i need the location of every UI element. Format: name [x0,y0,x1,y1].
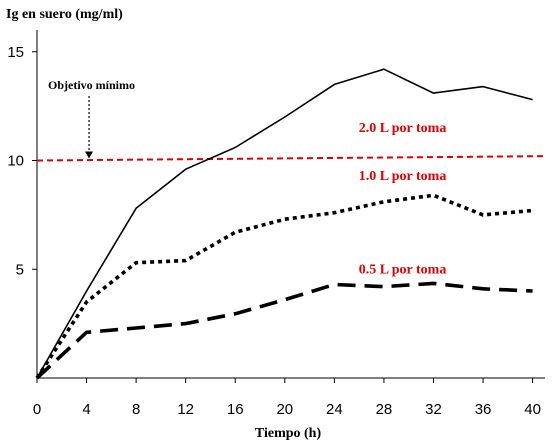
x-tick-label: 20 [276,401,293,418]
y-tick-label: 5 [16,261,24,278]
reference-line [36,155,546,162]
reference-line-group [36,96,546,162]
x-tick-label: 16 [227,401,244,418]
y-tick-label: 15 [7,44,24,61]
series-line-dotted [35,193,533,379]
y-axis-label: Ig en suero (mg/ml) [6,7,123,22]
y-tick-label: 10 [7,153,24,170]
x-tick-label: 8 [132,401,140,418]
x-tick-label: 12 [177,401,194,418]
x-tick-label: 28 [376,401,393,418]
series-annotation-label: 0.5 L por toma [359,263,447,278]
annotations-group: 2.0 L por toma 1.0 L por toma 0.5 L por to… [359,121,447,277]
series-annotation-label: 1.0 L por toma [359,169,447,184]
series-group [35,68,533,380]
chart-axes [36,30,545,379]
x-tick-label: 40 [524,401,541,418]
x-tick-label: 24 [326,401,343,418]
x-tick-label: 0 [33,401,41,418]
chart-ticks: 0 4 8 12 16 20 24 28 32 36 40 5 10 15 [7,44,541,418]
series-annotation-label: 2.0 L por toma [359,121,447,136]
series-line-solid [36,68,533,379]
x-tick-label: 36 [475,401,492,418]
series-line-dashed [35,281,533,380]
x-tick-label: 4 [82,401,90,418]
reference-line-label: Objetivo mínimo [48,78,135,92]
chart-labels: Ig en suero (mg/ml) Tiempo (h) Objetivo … [6,7,321,441]
x-tick-label: 32 [425,401,442,418]
x-axis-label: Tiempo (h) [255,426,322,441]
reference-arrow-head [85,151,94,159]
